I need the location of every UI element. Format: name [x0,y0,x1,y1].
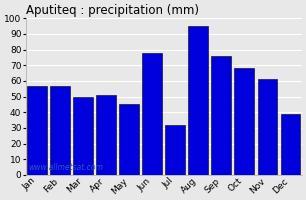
Text: www.allmetsat.com: www.allmetsat.com [28,163,103,172]
Bar [258,79,277,175]
Bar [281,114,300,175]
Bar [234,68,254,175]
Bar [188,26,208,175]
Bar [50,86,70,175]
Bar [73,97,93,175]
Bar [211,56,231,175]
Bar [119,104,139,175]
Bar [142,53,162,175]
Text: Aputiteq : precipitation (mm): Aputiteq : precipitation (mm) [26,4,199,17]
Bar [166,125,185,175]
Bar [96,95,116,175]
Bar [27,86,47,175]
